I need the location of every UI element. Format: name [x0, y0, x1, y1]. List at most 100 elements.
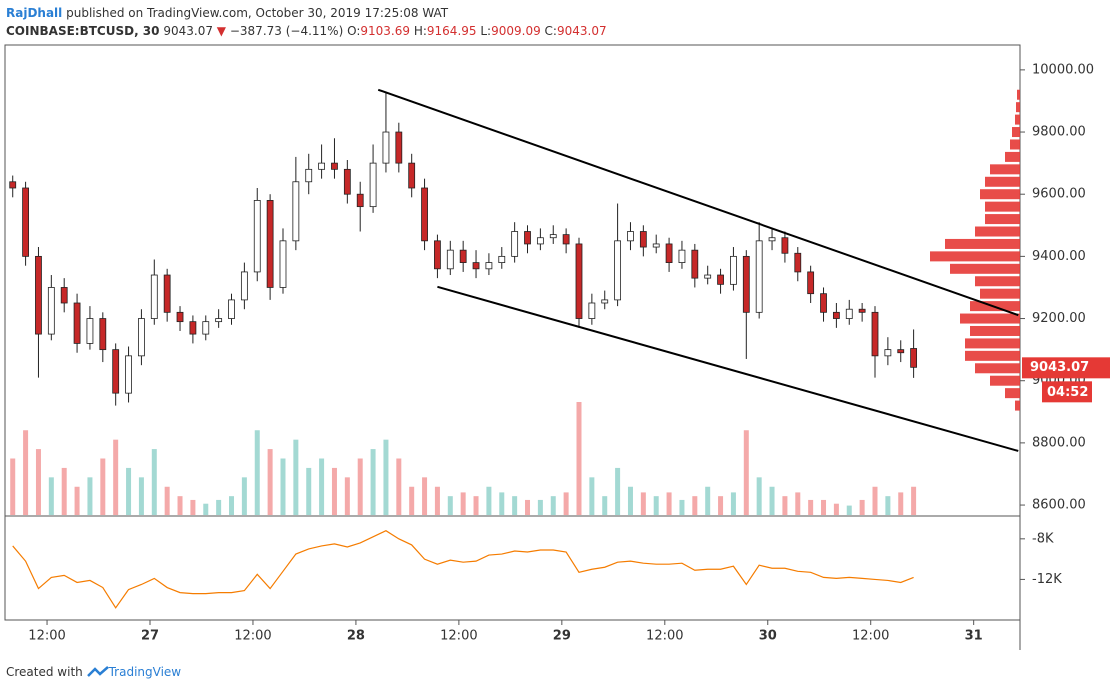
- volume-bar: [383, 439, 389, 515]
- candle-body: [858, 308, 866, 313]
- candle-body: [369, 162, 377, 208]
- countdown-label: 04:52: [1047, 385, 1088, 400]
- candle-body: [794, 252, 802, 273]
- candle-body: [112, 349, 120, 394]
- volume-bar: [743, 430, 749, 515]
- y-tick-label: 10000.00: [1032, 62, 1094, 77]
- logo: [86, 666, 109, 677]
- volume-profile-bar: [965, 338, 1020, 349]
- author[interactable]: RajDhall: [6, 6, 63, 20]
- volume-bar: [409, 486, 415, 515]
- volume-bar: [319, 458, 325, 515]
- volume-bar: [267, 449, 273, 515]
- y-tick-label: -12K: [1032, 572, 1062, 587]
- volume-bar: [23, 430, 29, 515]
- candle-body: [382, 131, 390, 164]
- volume-profile-bar: [1015, 400, 1020, 411]
- volume-profile-bar: [945, 238, 1020, 249]
- candle-body: [614, 240, 622, 301]
- candle-body: [266, 200, 274, 288]
- candle-body: [897, 349, 905, 354]
- volume-profile-bar: [975, 276, 1020, 287]
- candle-body: [536, 237, 544, 245]
- volume-profile-bar: [985, 214, 1020, 225]
- volume-bar: [911, 486, 917, 515]
- candle-body: [318, 162, 325, 170]
- volume-bar: [100, 458, 106, 515]
- volume-bar: [61, 467, 67, 515]
- volume-bar: [499, 492, 505, 515]
- y-tick-label: 8800.00: [1032, 435, 1086, 450]
- indicator-line: [12, 530, 914, 609]
- volume-profile-bar: [985, 201, 1020, 212]
- volume-bar: [293, 439, 299, 515]
- l-label: L:: [480, 24, 492, 38]
- volume-profile-bar: [930, 251, 1020, 262]
- volume-profile-bar: [960, 313, 1020, 324]
- candle-body: [652, 243, 660, 248]
- candle-body: [755, 240, 763, 313]
- candle-body: [627, 231, 634, 242]
- volume-bar: [550, 496, 556, 515]
- volume-bar: [434, 486, 440, 515]
- volume-bar: [151, 449, 157, 515]
- candle-body: [717, 274, 724, 285]
- created: Created with: [6, 665, 83, 679]
- volume-bar: [447, 496, 453, 515]
- y-tick-label: 9200.00: [1032, 311, 1086, 326]
- candle-body: [163, 274, 171, 313]
- volume-bar: [344, 477, 350, 515]
- x-tick-label: 12:00: [440, 629, 477, 644]
- candle-body: [562, 234, 570, 245]
- volume-profile-bar: [980, 288, 1020, 299]
- brand[interactable]: TradingView: [108, 665, 182, 679]
- symbol-line: COINBASE:BTCUSD, 30 9043.07 ▼ −387.73 (−…: [6, 22, 607, 40]
- volume-profile-bar: [970, 325, 1020, 336]
- volume-bar: [782, 496, 788, 515]
- candle-body: [910, 348, 918, 368]
- volume-bar: [795, 492, 801, 515]
- candle-body: [678, 249, 686, 263]
- candle-body: [665, 243, 673, 263]
- candle-body: [820, 293, 827, 313]
- volume-bar: [859, 499, 865, 515]
- x-tick-label: 12:00: [234, 629, 271, 644]
- arrow: ▼: [216, 24, 227, 38]
- volume-bar: [48, 477, 54, 515]
- volume-bar: [821, 499, 827, 515]
- volume-bar: [241, 477, 247, 515]
- volume-bar: [846, 505, 852, 515]
- volume-bar: [164, 486, 170, 515]
- volume-bar: [422, 477, 428, 515]
- volume-profile-bar: [1012, 127, 1020, 138]
- publish-line: RajDhall published on TradingView.com, O…: [6, 4, 607, 22]
- volume-bar: [396, 458, 402, 515]
- candle-body: [472, 262, 480, 270]
- volume-bar: [254, 430, 260, 515]
- volume-bar: [833, 503, 839, 515]
- c-value: 9043.07: [556, 24, 607, 38]
- volume-profile-bar: [1005, 388, 1020, 399]
- volume-profile-bar: [975, 226, 1020, 237]
- x-tick-label: 12:00: [28, 629, 65, 644]
- x-tick-label: 12:00: [852, 629, 889, 644]
- candle-body: [150, 274, 158, 319]
- volume-bar: [357, 458, 363, 515]
- y-tick-label: 9800.00: [1032, 125, 1086, 140]
- volume-bar: [756, 477, 762, 515]
- candle-body: [781, 237, 789, 254]
- volume-bar: [216, 499, 222, 515]
- x-tick-label: 12:00: [646, 629, 683, 644]
- volume-profile-bar: [1005, 151, 1020, 162]
- volume-profile-bar: [1016, 102, 1020, 113]
- countdown-box: [1042, 381, 1092, 403]
- candle-body: [601, 299, 609, 304]
- x-tick-label: 28: [347, 629, 365, 644]
- chart: 12:00 27 12:00 28 12:00 29 12:00 30 12:00 31 8600.…: [4, 44, 1110, 650]
- y-tick-label: -8K: [1032, 531, 1054, 546]
- candle-body: [832, 311, 840, 319]
- change: −387.73 (−4.11%): [229, 24, 344, 38]
- candle-body: [588, 302, 596, 319]
- volume-bar: [486, 486, 492, 515]
- volume-bar: [113, 439, 119, 515]
